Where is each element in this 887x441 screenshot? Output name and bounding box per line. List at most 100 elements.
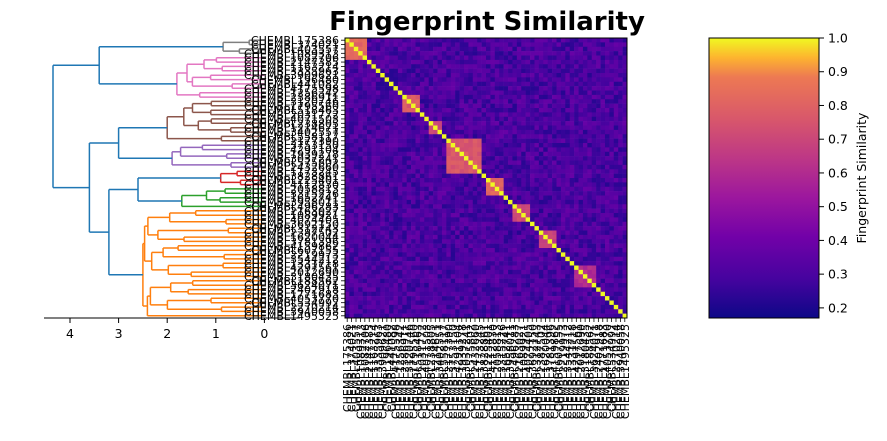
- heatmap-cell: [508, 46, 513, 52]
- heatmap-cell: [441, 213, 447, 218]
- heatmap-cell: [618, 160, 623, 166]
- heatmap-cell: [525, 129, 531, 135]
- heatmap-cell: [494, 125, 500, 131]
- heatmap-cell: [345, 213, 350, 218]
- heatmap-cell: [534, 296, 540, 301]
- heatmap-cell: [362, 55, 368, 61]
- heatmap-cell: [508, 256, 513, 262]
- heatmap-cell: [508, 51, 513, 56]
- heatmap-cell: [393, 138, 399, 144]
- heatmap-cell: [459, 274, 465, 279]
- heatmap-cell: [613, 125, 619, 131]
- heatmap-cell: [503, 46, 509, 52]
- heatmap-cell: [455, 313, 460, 319]
- heatmap-cell: [402, 77, 407, 83]
- heatmap-cell: [433, 51, 438, 56]
- heatmap-cell: [565, 186, 571, 192]
- heatmap-cell: [424, 278, 430, 284]
- heatmap-cell: [582, 208, 588, 214]
- heatmap-cell: [547, 252, 553, 258]
- heatmap-cell: [459, 125, 465, 131]
- heatmap-cell: [556, 103, 562, 109]
- heatmap-cell: [582, 112, 588, 118]
- heatmap-cell: [521, 147, 526, 153]
- heatmap-cell: [411, 116, 416, 122]
- heatmap-cell: [455, 116, 460, 122]
- heatmap-cell: [499, 90, 504, 96]
- heatmap-cell: [441, 173, 447, 179]
- heatmap-cell: [490, 42, 496, 48]
- leaf-label: CHEMBL3781396: [544, 324, 557, 419]
- heatmap-cell: [582, 204, 588, 209]
- heatmap-cell: [446, 99, 452, 104]
- heatmap-cell: [424, 199, 430, 205]
- heatmap-cell: [512, 51, 518, 56]
- heatmap-cell: [477, 164, 482, 170]
- heatmap-cell: [604, 256, 610, 262]
- heatmap-cell: [375, 313, 381, 319]
- heatmap-cell: [618, 274, 623, 279]
- heatmap-cell: [419, 269, 425, 275]
- heatmap-cell: [371, 103, 377, 109]
- heatmap-cell: [499, 112, 504, 118]
- heatmap-cell: [393, 42, 399, 48]
- heatmap-cell: [574, 90, 579, 96]
- heatmap-cell: [569, 59, 575, 65]
- heatmap-cell: [481, 182, 487, 188]
- heatmap-cell: [538, 51, 544, 56]
- heatmap-cell: [609, 217, 615, 223]
- heatmap-cell: [582, 77, 588, 83]
- heatmap-cell: [433, 300, 438, 306]
- heatmap-cell: [441, 217, 447, 223]
- heatmap-cell: [375, 178, 381, 183]
- heatmap-cell: [600, 283, 606, 288]
- heatmap-cell: [499, 68, 504, 74]
- heatmap-cell: [499, 239, 504, 244]
- heatmap-cell: [459, 191, 465, 196]
- heatmap-cell: [345, 147, 350, 153]
- heatmap-cell: [618, 182, 623, 188]
- heatmap-cell: [406, 256, 412, 262]
- heatmap-cell: [565, 178, 571, 183]
- heatmap-cell: [406, 81, 412, 87]
- heatmap-cell: [582, 73, 588, 78]
- heatmap-cell: [486, 77, 491, 83]
- leaf-label: CHEMBL4159862: [244, 240, 339, 253]
- heatmap-cell: [494, 147, 500, 153]
- heatmap-cell: [481, 309, 487, 314]
- heatmap-cell: [428, 125, 434, 131]
- leaf-label: CHEMBL175386: [251, 34, 339, 47]
- heatmap-cell: [578, 243, 584, 249]
- heatmap-cell: [499, 38, 504, 43]
- heatmap-cell: [569, 103, 575, 109]
- heatmap-cell: [371, 204, 377, 209]
- heatmap-cell: [569, 309, 575, 314]
- leaf-label: CHEMBL496283: [251, 200, 339, 213]
- heatmap-cell: [419, 221, 425, 227]
- heatmap-cell: [503, 169, 509, 174]
- heatmap-cell: [543, 42, 548, 48]
- heatmap-cell: [455, 213, 460, 218]
- heatmap-cell: [596, 256, 601, 262]
- heatmap-cell: [441, 304, 447, 310]
- heatmap-cell: [459, 300, 465, 306]
- heatmap-cell: [569, 261, 575, 266]
- heatmap-cell: [459, 261, 465, 266]
- heatmap-cell: [578, 169, 584, 174]
- heatmap-cell: [525, 46, 531, 52]
- heatmap-cell: [393, 234, 399, 240]
- heatmap-cell: [349, 195, 355, 201]
- heatmap-cell: [353, 261, 359, 266]
- heatmap-cell: [622, 213, 628, 218]
- heatmap-cell: [424, 283, 430, 288]
- heatmap-cell: [508, 138, 513, 144]
- heatmap-cell: [622, 291, 628, 297]
- heatmap-cell: [508, 42, 513, 48]
- heatmap-cell: [618, 239, 623, 244]
- heatmap-cell: [613, 108, 619, 113]
- heatmap-cell: [591, 199, 597, 205]
- heatmap-cell: [345, 248, 350, 253]
- heatmap-cell: [375, 309, 381, 314]
- heatmap-cell: [490, 73, 496, 78]
- heatmap-cell: [358, 42, 363, 48]
